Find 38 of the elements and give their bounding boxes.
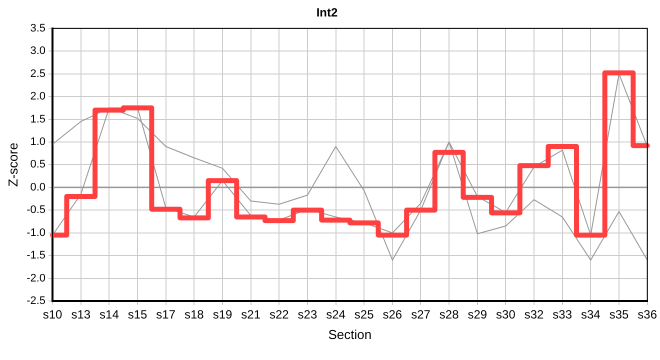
- x-tick-label: s21: [241, 308, 261, 322]
- y-tick-label: -2.0: [26, 272, 46, 284]
- x-tick-label: s28: [439, 308, 460, 322]
- x-tick-label: s35: [609, 308, 629, 322]
- x-tick-label: s25: [354, 308, 374, 322]
- chart-title: Int2: [316, 6, 338, 20]
- y-tick-label: -1.5: [26, 250, 46, 262]
- y-axis-title: Z-score: [5, 142, 20, 187]
- x-tick-label: s13: [71, 308, 91, 322]
- y-tick-label: 3.0: [30, 45, 46, 58]
- x-tick-label: s17: [156, 308, 176, 322]
- x-tick-label: s34: [581, 308, 601, 322]
- x-tick-label: s10: [42, 308, 63, 322]
- y-tick-label: -0.5: [26, 204, 46, 216]
- x-tick-label: s30: [496, 308, 516, 322]
- y-tick-label: 1.5: [30, 113, 46, 126]
- x-tick-label: s18: [184, 308, 204, 322]
- y-tick-label: 3.5: [30, 22, 46, 34]
- x-tick-label: s32: [524, 308, 544, 322]
- x-tick-label: s36: [638, 308, 658, 322]
- x-tick-label: s23: [298, 308, 318, 322]
- x-tick-label: s19: [212, 308, 232, 322]
- x-tick-label: s29: [468, 308, 488, 322]
- y-tick-label: -2.5: [26, 295, 46, 308]
- x-tick-label: s14: [100, 308, 120, 322]
- y-tick-label: 2.0: [30, 90, 46, 103]
- y-tick-label: 0.5: [30, 158, 46, 171]
- x-tick-label: s33: [552, 308, 572, 322]
- x-tick-label: s27: [411, 308, 431, 322]
- x-axis-title: Section: [328, 326, 372, 342]
- y-tick-label: 1.0: [30, 136, 46, 148]
- x-tick-label: s24: [326, 308, 346, 322]
- x-tick-label: s15: [128, 308, 148, 322]
- x-tick-label: s22: [269, 308, 290, 322]
- y-tick-label: 2.5: [30, 68, 46, 80]
- y-tick-label: 0.0: [30, 181, 46, 194]
- x-tick-label: s26: [382, 308, 402, 322]
- y-tick-label: -1.0: [26, 226, 46, 239]
